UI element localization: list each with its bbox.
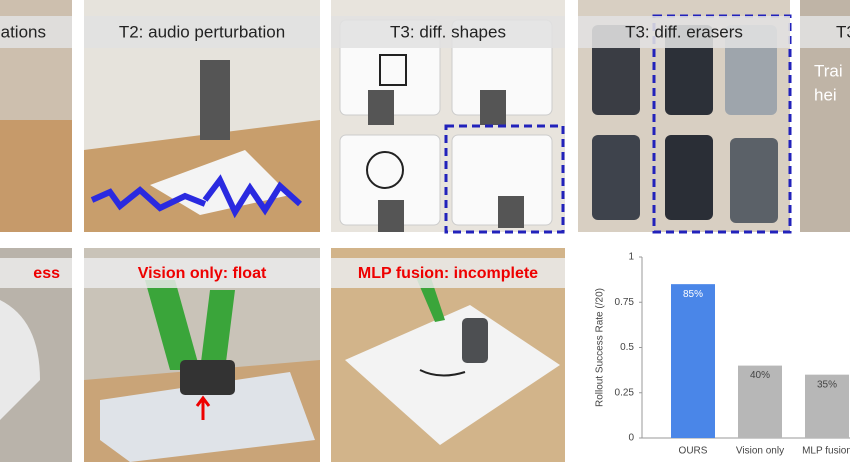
eraser: [462, 318, 488, 363]
title-bar: [84, 16, 320, 48]
overlay-text: hei: [814, 85, 837, 104]
title-bar: [0, 16, 72, 48]
circle-drawing: [366, 151, 404, 189]
bar: [805, 374, 849, 438]
y-tick-label: 1: [628, 252, 634, 263]
board: [0, 300, 40, 420]
eraser: [665, 135, 713, 220]
panel-title: T2: audio perturbation: [119, 22, 285, 41]
arrow: [195, 395, 211, 420]
panel-title: ations: [1, 22, 46, 41]
gripper: [200, 290, 235, 370]
y-tick-label: 0.5: [620, 342, 634, 353]
panel-title: T3: diff. erasers: [625, 22, 743, 41]
square-drawing: [379, 54, 407, 86]
drawing: [419, 369, 466, 377]
panel-title: ess: [33, 265, 60, 282]
eraser: [378, 200, 404, 232]
x-tick-label: Vision only: [736, 446, 784, 457]
panel-title: T3: [836, 22, 850, 41]
x-tick-label: MLP fusion: [802, 446, 850, 457]
panel-title: T3: diff. shapes: [390, 22, 506, 41]
eraser: [730, 138, 778, 223]
value-label: 35%: [817, 379, 837, 390]
panel-title: MLP fusion: incomplete: [358, 265, 538, 282]
x-tick-label: OURS: [679, 446, 708, 457]
title-bar: [331, 258, 565, 288]
value-label: 85%: [683, 289, 703, 300]
bar: [671, 284, 715, 438]
whiteboard: [100, 372, 315, 462]
y-tick-label: 0: [628, 433, 634, 444]
title-bar: [578, 16, 790, 48]
table: [0, 120, 72, 232]
bar-chart: 0 0.25 0.5 0.75 1 Rollout Success Rate (/20) O…: [595, 252, 850, 457]
eraser: [480, 90, 506, 125]
y-tick-label: 0.75: [615, 297, 635, 308]
title-bar: [800, 16, 850, 48]
title-bar: [331, 16, 565, 48]
eraser: [368, 90, 394, 125]
eraser: [498, 196, 524, 228]
value-label: 40%: [750, 370, 770, 381]
title-bar: [0, 258, 72, 288]
bar: [738, 365, 782, 438]
y-tick-label: 0.25: [615, 387, 635, 398]
highlight-box: [444, 124, 565, 234]
title-bar: [84, 258, 320, 288]
panel-titles: ations T2: audio perturbation T3: diff. sh…: [0, 16, 850, 288]
robot-arm: [200, 60, 230, 140]
audio-wave: [90, 174, 303, 219]
eraser: [180, 360, 235, 395]
y-axis-label: Rollout Success Rate (/20): [595, 288, 606, 407]
overlay-text: Trai: [814, 61, 843, 80]
gripper: [145, 280, 200, 370]
panel-title: Vision only: float: [138, 265, 267, 282]
eraser: [592, 135, 640, 220]
